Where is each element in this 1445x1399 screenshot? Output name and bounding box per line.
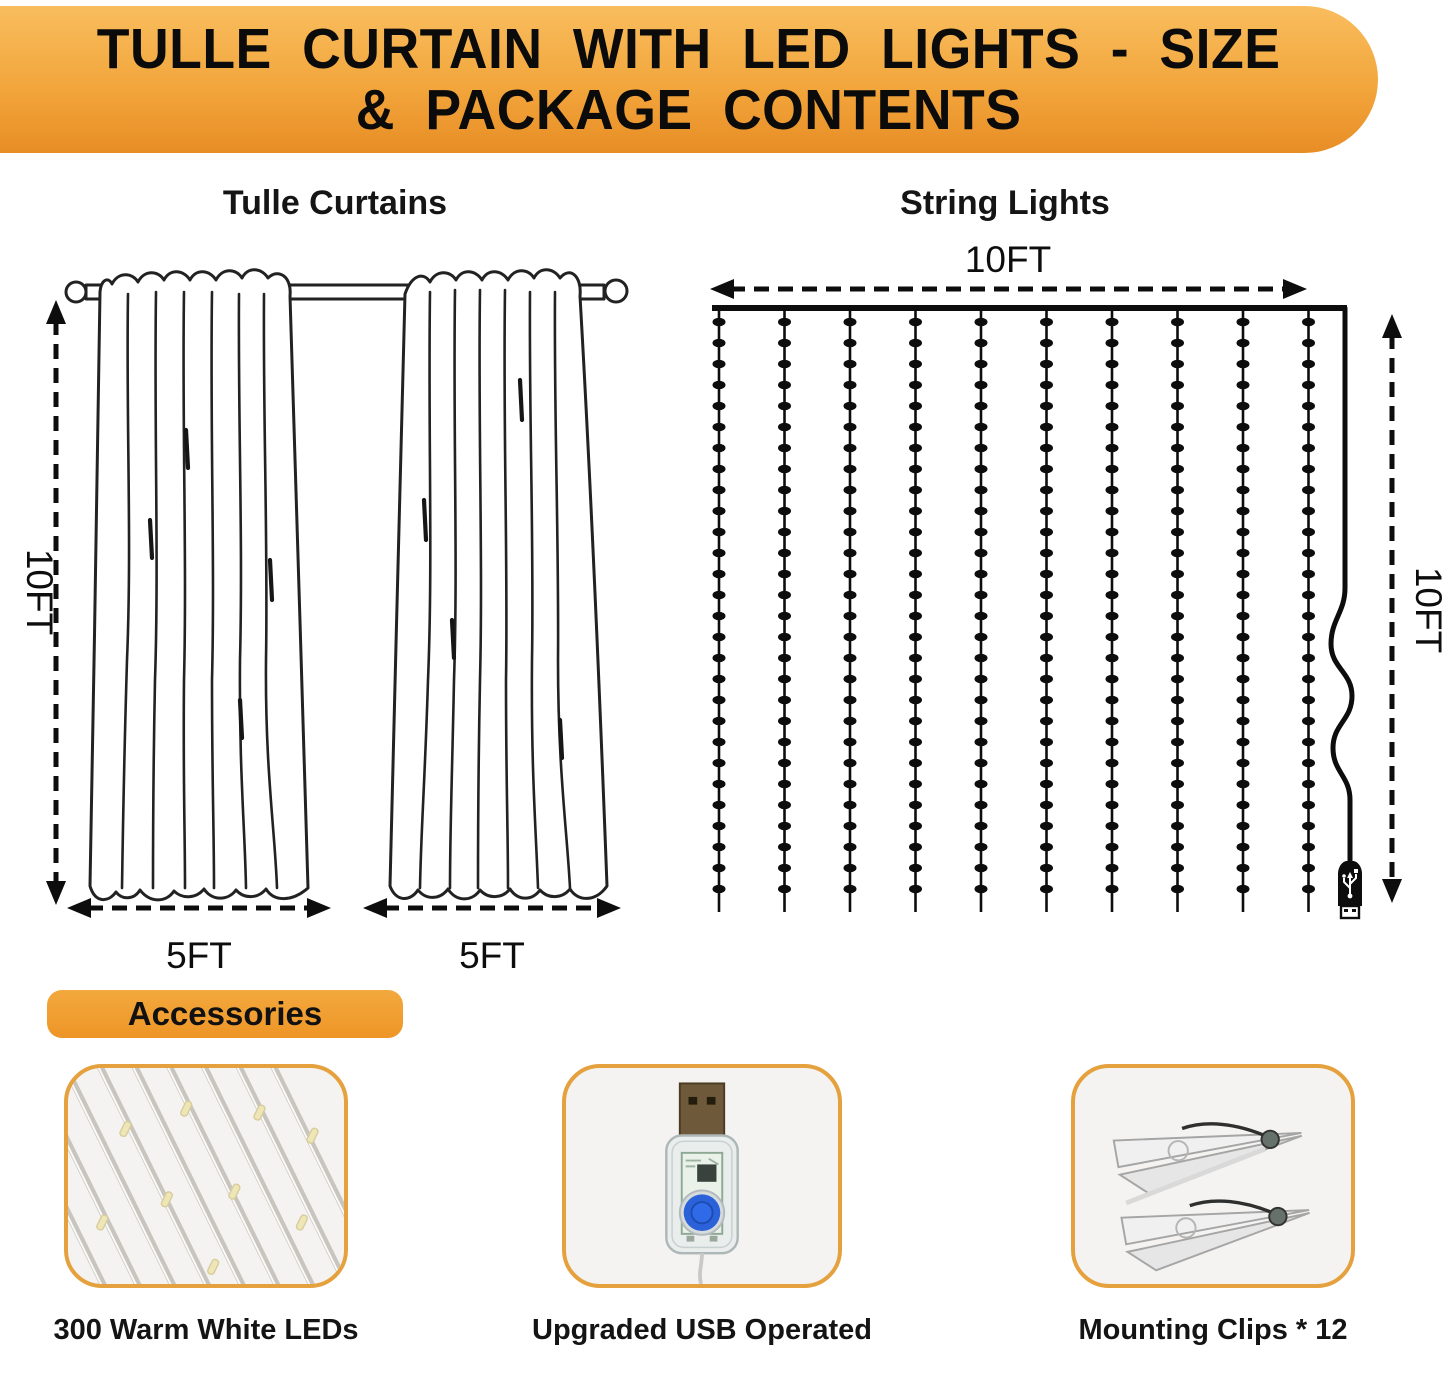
accessory-caption-leds: 300 Warm White LEDs bbox=[53, 1314, 359, 1346]
page-title-line1: TULLE CURTAIN WITH LED LIGHTS - SIZE bbox=[97, 17, 1281, 82]
lights-width-label: 10FT bbox=[965, 239, 1051, 280]
mounting-clips-icon bbox=[1112, 1122, 1310, 1272]
accessory-caption-clips: Mounting Clips * 12 bbox=[1078, 1314, 1348, 1346]
title-banner: TULLE CURTAIN WITH LED LIGHTS - SIZE & P… bbox=[0, 6, 1378, 153]
accessories-heading: Accessories bbox=[127, 995, 323, 1032]
accessory-card-clips bbox=[1071, 1064, 1355, 1288]
accessory-card-usb bbox=[562, 1064, 842, 1288]
string-lights-diagram: 10FT bbox=[710, 239, 1445, 920]
curtain-width-label-right: 5FT bbox=[459, 935, 525, 976]
accessory-caption-usb: Upgraded USB Operated bbox=[532, 1314, 872, 1346]
usb-power-cord bbox=[1328, 305, 1362, 920]
accessory-card-leds bbox=[64, 1064, 348, 1288]
curtain-width-dimension-right: 5FT bbox=[363, 898, 621, 976]
curtain-height-dimension: 10FT bbox=[19, 300, 66, 905]
tulle-curtains-diagram: 10FT 5FT 5FT bbox=[19, 268, 629, 976]
usb-plug-icon bbox=[1338, 861, 1362, 920]
led-strings-icon bbox=[68, 1068, 344, 1284]
curtains-section-heading: Tulle Curtains bbox=[222, 184, 448, 222]
page-title: TULLE CURTAIN WITH LED LIGHTS - SIZE & P… bbox=[97, 19, 1281, 140]
light-strands bbox=[712, 308, 1315, 912]
lights-width-dimension: 10FT bbox=[710, 239, 1307, 299]
curtain-panel-right bbox=[388, 268, 609, 901]
lights-height-dimension: 10FT bbox=[1382, 314, 1445, 903]
lights-section-heading: String Lights bbox=[900, 184, 1110, 222]
accessories-badge: Accessories bbox=[47, 990, 403, 1038]
page-title-line2: & PACKAGE CONTENTS bbox=[356, 77, 1022, 142]
curtain-panel-left bbox=[88, 268, 310, 902]
usb-controller-icon bbox=[665, 1082, 739, 1284]
curtain-height-label: 10FT bbox=[19, 549, 60, 635]
lights-height-label: 10FT bbox=[1408, 567, 1445, 653]
curtain-width-label-left: 5FT bbox=[166, 935, 232, 976]
curtain-width-dimension-left: 5FT bbox=[67, 898, 331, 976]
